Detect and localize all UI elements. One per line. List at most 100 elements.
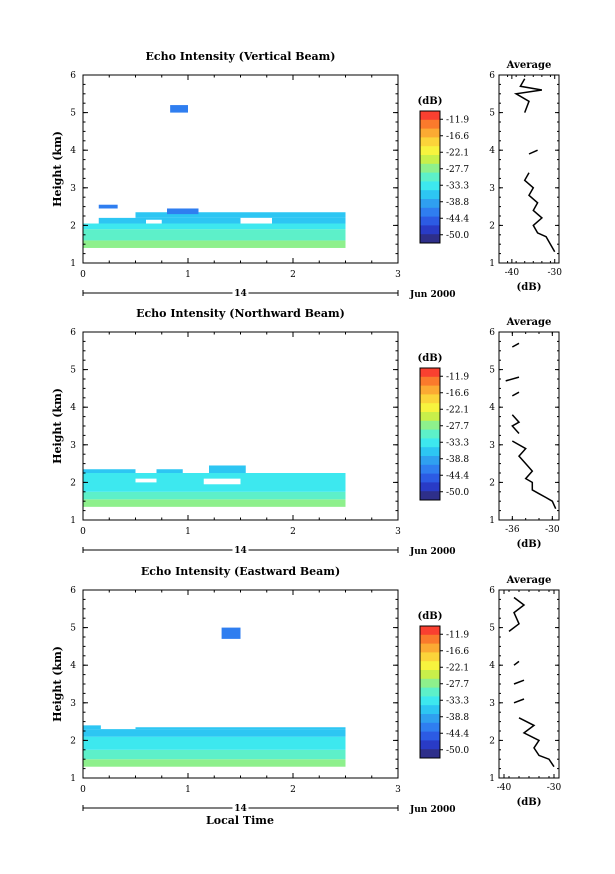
- average-title: Average: [506, 575, 552, 586]
- colorbar-tick-label: -11.9: [446, 630, 469, 640]
- echo-block: [156, 469, 183, 473]
- colorbar-unit: (dB): [418, 96, 443, 107]
- average-profile-line: [511, 391, 520, 397]
- average-profile-line: [511, 342, 520, 348]
- date-label: Jun 2000: [409, 805, 456, 815]
- colorbar-tick-label: -44.4: [446, 471, 469, 481]
- colorbar-unit: (dB): [418, 353, 443, 364]
- y-tick-label: 3: [70, 699, 76, 709]
- x-tick-label: 3: [395, 270, 401, 280]
- colorbar-cell: [420, 128, 440, 138]
- colorbar-tick-label: -27.7: [446, 165, 469, 175]
- average-y-tick-label: 4: [489, 661, 495, 671]
- average-profile-line: [513, 679, 525, 685]
- colorbar-tick-label: -22.1: [446, 663, 469, 673]
- average-y-tick-label: 1: [489, 516, 495, 526]
- colorbar-cell: [420, 190, 440, 200]
- average-y-tick-label: 3: [489, 699, 495, 709]
- colorbar-cell: [420, 394, 440, 404]
- colorbar-cell: [420, 119, 440, 130]
- y-tick-label: 2: [70, 478, 76, 488]
- day-label: 14: [234, 804, 247, 814]
- colorbar-cell: [420, 385, 440, 395]
- y-tick-label: 1: [70, 774, 76, 784]
- y-tick-label: 1: [70, 516, 76, 526]
- average-y-tick-label: 5: [489, 366, 495, 376]
- colorbar-cell: [420, 181, 440, 191]
- colorbar-cell: [420, 464, 440, 475]
- colorbar-cell: [420, 696, 440, 706]
- average-profile-line: [523, 172, 556, 253]
- echo-block: [98, 217, 346, 224]
- y-tick-label: 4: [70, 661, 76, 671]
- average-frame: [498, 589, 560, 779]
- y-tick-label: 2: [70, 736, 76, 746]
- colorbar-frame: [419, 367, 441, 501]
- echo-block: [167, 208, 199, 215]
- average-x-tick-label: -40: [497, 783, 512, 793]
- date-label: Jun 2000: [409, 290, 456, 300]
- colorbar-tick-label: -27.7: [446, 422, 469, 432]
- day-label: 14: [234, 289, 247, 299]
- panel-title: Echo Intensity (Eastward Beam): [141, 565, 340, 578]
- average-y-tick-label: 4: [489, 403, 495, 413]
- colorbar-cell: [420, 146, 440, 156]
- average-profile-line: [508, 596, 526, 632]
- colorbar-cell: [420, 403, 440, 413]
- x-tick-label: 0: [80, 527, 86, 537]
- colorbar-cell: [420, 376, 440, 387]
- colorbar-tick-label: -44.4: [446, 214, 469, 224]
- panel-title: Echo Intensity (Vertical Beam): [145, 50, 335, 63]
- y-axis-label: Height (km): [51, 646, 64, 722]
- average-xlabel: (dB): [517, 539, 542, 550]
- colorbar-cell: [420, 155, 440, 165]
- colorbar-frame: [419, 110, 441, 244]
- colorbar-tick-label: -38.8: [446, 198, 469, 208]
- average-profile-line: [513, 698, 525, 704]
- average-x-tick-label: -40: [505, 268, 520, 278]
- colorbar-tick-label: -16.6: [446, 647, 469, 657]
- average-x-tick-label: -30: [547, 783, 562, 793]
- average-profile-line: [511, 414, 521, 434]
- colorbar-cell: [420, 420, 440, 431]
- echo-block: [83, 223, 346, 230]
- echo-block: [83, 736, 346, 750]
- y-axis-label: Height (km): [51, 388, 64, 464]
- x-tick-label: 2: [290, 270, 296, 280]
- colorbar-cell: [420, 199, 440, 209]
- colorbar-tick-label: -22.1: [446, 148, 469, 158]
- y-tick-label: 5: [70, 624, 76, 634]
- colorbar-cell: [420, 634, 440, 645]
- colorbar-cell: [420, 447, 440, 457]
- average-frame: [498, 331, 560, 521]
- average-y-tick-label: 2: [489, 221, 495, 231]
- y-tick-label: 6: [70, 328, 76, 338]
- colorbar-cell: [420, 163, 440, 174]
- average-y-tick-label: 5: [489, 109, 495, 119]
- echo-block: [170, 105, 188, 113]
- average-y-tick-label: 4: [489, 146, 495, 156]
- echo-block: [83, 229, 346, 241]
- echo-block: [209, 465, 246, 473]
- colorbar-tick-label: -33.3: [446, 696, 469, 706]
- average-profile-line: [513, 660, 520, 666]
- y-tick-label: 1: [70, 259, 76, 269]
- colorbar-cell: [420, 749, 440, 759]
- colorbar-cell: [420, 234, 440, 244]
- echo-block: [83, 240, 346, 248]
- colorbar-frame: [419, 625, 441, 759]
- average-xlabel: (dB): [517, 282, 542, 293]
- day-label-bg: [232, 288, 249, 298]
- x-tick-label: 1: [185, 527, 191, 537]
- echo-block: [83, 759, 346, 767]
- average-y-tick-label: 5: [489, 624, 495, 634]
- colorbar-cell: [420, 172, 440, 182]
- x-tick-label: 0: [80, 785, 86, 795]
- y-tick-label: 2: [70, 221, 76, 231]
- x-tick-label: 0: [80, 270, 86, 280]
- colorbar-tick-label: -50.0: [446, 746, 469, 756]
